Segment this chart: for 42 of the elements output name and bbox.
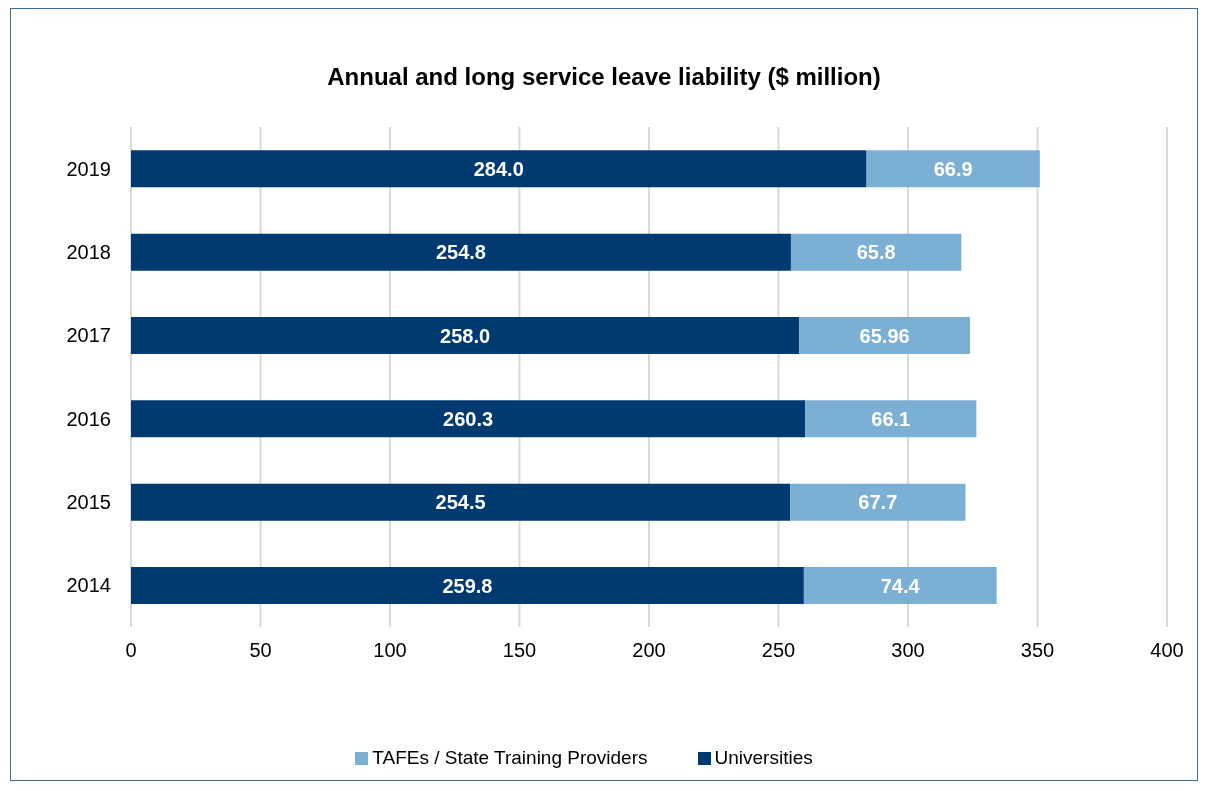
bar <box>805 400 977 438</box>
bar <box>131 233 791 271</box>
bar <box>131 317 800 354</box>
data-label: 65.8 <box>856 241 896 264</box>
data-label: 66.1 <box>871 407 911 430</box>
bar <box>131 400 806 438</box>
data-label: 258.0 <box>440 324 491 347</box>
y-tick-label: 2018 <box>66 241 111 264</box>
x-tick-label: 200 <box>632 639 666 662</box>
data-label: 259.8 <box>442 574 493 597</box>
bar <box>131 150 867 188</box>
bar <box>799 317 971 354</box>
x-tick-label: 150 <box>502 639 537 662</box>
data-label: 254.8 <box>435 241 486 264</box>
data-label: 254.5 <box>435 491 486 514</box>
x-tick-label: 250 <box>761 639 796 662</box>
bar <box>131 483 791 521</box>
bar <box>866 150 1040 188</box>
data-label: 260.3 <box>443 407 494 430</box>
chart-title: Annual and long service leave liability ($ million) <box>326 62 882 90</box>
bar <box>790 233 962 271</box>
legend-label: TAFEs / State Training Providers <box>372 747 648 768</box>
x-tick-label: 350 <box>1020 639 1055 662</box>
y-tick-label: 2019 <box>66 157 111 180</box>
data-label: 66.9 <box>933 157 973 180</box>
bar <box>790 483 966 521</box>
data-label: 67.7 <box>858 491 898 514</box>
x-tick-label: 0 <box>125 639 137 662</box>
bar <box>131 567 804 604</box>
legend-label: Universities <box>714 747 813 768</box>
x-tick-label: 100 <box>373 639 407 662</box>
bar <box>803 567 997 604</box>
y-tick-label: 2014 <box>66 574 111 597</box>
y-tick-label: 2017 <box>66 324 111 347</box>
y-tick-label: 2015 <box>66 491 111 514</box>
data-label: 74.4 <box>880 574 921 597</box>
x-tick-label: 300 <box>891 639 925 662</box>
x-tick-label: 50 <box>249 639 272 662</box>
data-label: 284.0 <box>473 157 524 180</box>
data-label: 65.96 <box>859 324 910 347</box>
x-tick-label: 400 <box>1150 639 1184 662</box>
y-tick-label: 2016 <box>66 407 111 430</box>
